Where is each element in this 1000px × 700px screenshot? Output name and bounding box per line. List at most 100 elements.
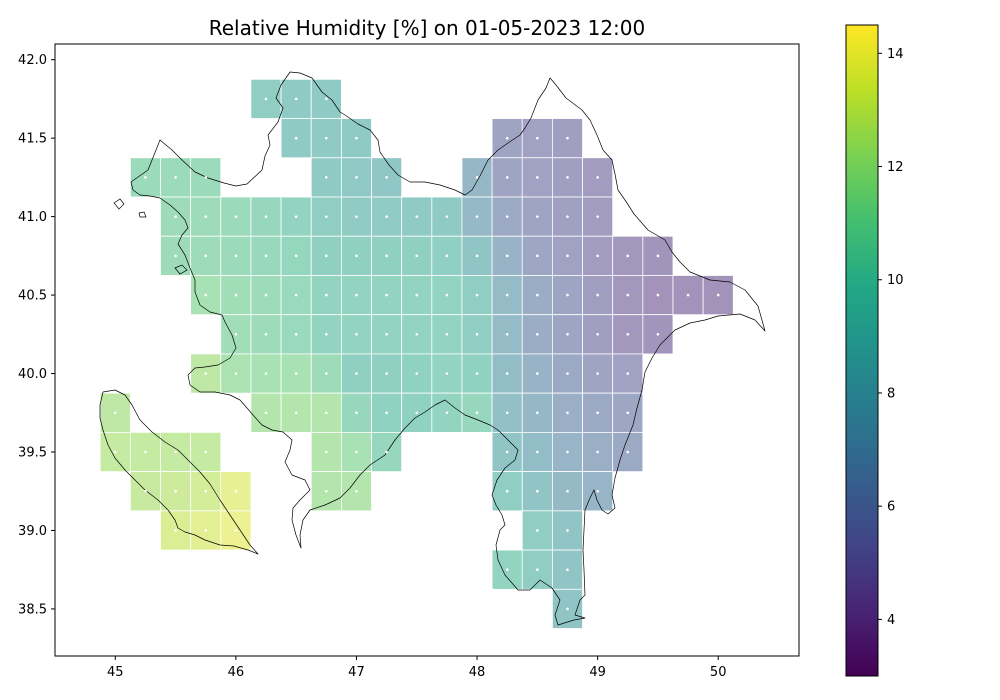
colorbar-tick-label: 12 <box>887 160 904 175</box>
grid-point <box>204 254 208 258</box>
colorbar-ticks: 4 6 8 10 12 14 <box>878 47 904 628</box>
grid-point <box>385 372 388 375</box>
grid-point <box>204 450 208 454</box>
grid-point <box>505 333 509 336</box>
grid-point <box>264 97 268 101</box>
x-tick-label: 48 <box>469 665 486 680</box>
grid-point <box>505 450 509 454</box>
colorbar-tick-label: 14 <box>887 47 904 62</box>
grid-point <box>325 293 328 297</box>
grid-point <box>294 136 298 140</box>
grid-point <box>294 97 298 101</box>
grid-point <box>445 293 449 297</box>
grid-point <box>596 215 599 218</box>
humidity-cell <box>340 275 372 316</box>
country-border <box>99 71 766 626</box>
grid-point <box>566 176 569 179</box>
x-axis-ticks: 45 46 47 48 49 50 <box>107 656 726 680</box>
grid-point <box>234 254 238 258</box>
grid-point <box>566 136 569 140</box>
grid-point <box>656 254 660 258</box>
grid-point <box>294 215 298 218</box>
grid-point <box>566 607 569 611</box>
grid-point <box>626 333 630 336</box>
grid-point <box>686 293 690 297</box>
grid-point <box>264 254 268 258</box>
grid-point <box>325 254 328 258</box>
grid-point <box>505 176 509 179</box>
grid-point <box>505 372 509 375</box>
grid-point <box>355 450 358 454</box>
grid-point <box>415 215 419 218</box>
grid-point <box>505 215 509 218</box>
y-axis-ticks: 38.5 39.0 39.5 40.0 40.5 41.0 41.5 42.0 <box>18 53 55 617</box>
humidity-cell <box>612 235 644 276</box>
grid-point <box>505 411 509 415</box>
grid-point <box>566 568 569 571</box>
colorbar: 4 6 8 10 12 14 <box>845 24 904 677</box>
grid-point <box>626 411 630 415</box>
grid-point <box>264 372 268 375</box>
grid-point <box>204 489 208 493</box>
grid-points <box>113 97 720 611</box>
grid-point <box>505 254 509 258</box>
grid-point <box>536 450 539 454</box>
grid-point <box>536 176 539 179</box>
grid-point <box>355 411 358 415</box>
grid-point <box>234 293 238 297</box>
humidity-cell <box>491 353 523 394</box>
grid-point <box>566 333 569 336</box>
grid-point <box>355 254 358 258</box>
grid-point <box>385 411 388 415</box>
grid-point <box>294 372 298 375</box>
grid-point <box>445 411 449 415</box>
grid-point <box>596 489 599 493</box>
grid-point <box>325 411 328 415</box>
grid-point <box>325 97 328 101</box>
y-tick-label: 39.0 <box>18 524 47 539</box>
grid-point <box>144 450 147 454</box>
grid-point <box>355 293 358 297</box>
grid-point <box>656 293 660 297</box>
grid-point <box>596 372 599 375</box>
y-tick-label: 39.5 <box>18 446 47 461</box>
humidity-cell <box>310 353 342 394</box>
humidity-cell <box>401 353 433 394</box>
grid-point <box>596 333 599 336</box>
grid-point <box>415 333 419 336</box>
grid-point <box>385 450 388 454</box>
grid-point <box>536 254 539 258</box>
grid-point <box>566 529 569 532</box>
grid-point <box>566 293 569 297</box>
grid-point <box>475 215 479 218</box>
y-tick-label: 40.5 <box>18 289 47 304</box>
grid-point <box>234 372 238 375</box>
grid-point <box>264 215 268 218</box>
grid-point <box>626 450 630 454</box>
grid-point <box>294 411 298 415</box>
grid-point <box>475 293 479 297</box>
grid-point <box>505 568 509 571</box>
grid-point <box>626 293 630 297</box>
grid-point <box>596 254 599 258</box>
island-2 <box>138 211 147 218</box>
grid-point <box>505 293 509 297</box>
grid-point <box>355 176 358 179</box>
grid-point <box>566 450 569 454</box>
grid-point <box>566 489 569 493</box>
grid-point <box>566 411 569 415</box>
grid-point <box>204 293 208 297</box>
grid-point <box>355 372 358 375</box>
grid-point <box>415 293 419 297</box>
humidity-cell <box>160 471 192 512</box>
colorbar-tick-label: 6 <box>887 500 895 515</box>
grid-point <box>626 254 630 258</box>
grid-point <box>234 215 238 218</box>
grid-point <box>716 293 720 297</box>
grid-point <box>385 333 388 336</box>
grid-point <box>385 176 388 179</box>
grid-point <box>415 372 419 375</box>
colorbar-tick-label: 4 <box>887 613 895 628</box>
grid-point <box>596 450 599 454</box>
